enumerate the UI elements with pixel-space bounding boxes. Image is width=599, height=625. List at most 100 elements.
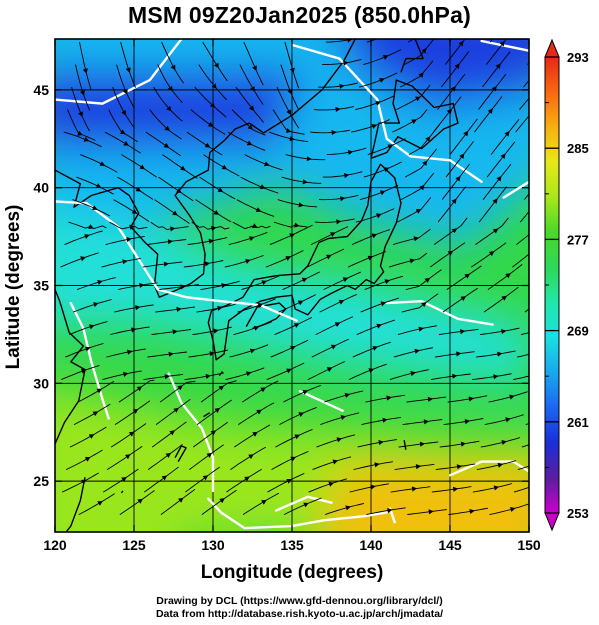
streamline-arrow xyxy=(250,86,255,92)
isotherm-line xyxy=(298,389,344,412)
streamline xyxy=(355,95,394,111)
streamline xyxy=(153,86,183,122)
streamline-arrow xyxy=(419,184,425,191)
streamline xyxy=(237,298,276,313)
streamline xyxy=(147,444,183,470)
streamline-arrow xyxy=(387,32,393,37)
streamline xyxy=(486,141,516,178)
streamline-arrow xyxy=(367,255,374,261)
streamline-arrow xyxy=(261,280,267,286)
coastline-segment xyxy=(403,439,407,450)
streamline xyxy=(475,217,509,245)
streamline-arrow xyxy=(538,65,543,71)
wind-streamlines xyxy=(60,18,543,516)
streamline-arrow xyxy=(491,85,497,92)
streamline-arrow xyxy=(82,68,88,74)
streamline-arrow xyxy=(335,106,341,112)
x-tick-label: 135 xyxy=(280,537,304,553)
streamline-arrow xyxy=(462,18,467,24)
streamline xyxy=(476,350,516,358)
streamline-arrow xyxy=(92,411,99,417)
streamline-arrow xyxy=(303,502,309,508)
streamline-arrow xyxy=(246,371,252,377)
streamline xyxy=(234,424,271,448)
streamline-arrow xyxy=(84,457,91,462)
streamline-arrow xyxy=(213,62,219,69)
streamline xyxy=(191,221,230,230)
streamline xyxy=(284,41,300,89)
streamline-arrow xyxy=(411,486,418,492)
streamline-arrow xyxy=(180,165,186,171)
streamline xyxy=(400,172,435,201)
streamline xyxy=(190,109,226,135)
streamline xyxy=(485,39,507,65)
streamline xyxy=(476,460,517,471)
coastline-segment xyxy=(207,163,402,361)
streamline-arrow xyxy=(501,295,507,301)
streamline-arrow xyxy=(286,479,292,484)
streamline-arrow xyxy=(509,394,515,400)
streamline xyxy=(520,332,529,336)
streamline xyxy=(149,109,182,140)
streamline-arrow xyxy=(210,102,216,108)
streamline xyxy=(151,329,192,336)
streamline xyxy=(113,199,150,222)
streamline-arrow xyxy=(452,486,459,492)
colorbar-min-arrow xyxy=(544,512,560,532)
streamline-arrow xyxy=(421,302,427,308)
streamline xyxy=(114,400,151,425)
streamline-arrow xyxy=(211,83,217,89)
streamline-arrow xyxy=(252,431,258,437)
streamline-arrow xyxy=(340,196,346,202)
streamline xyxy=(278,294,317,313)
streamline xyxy=(390,486,431,493)
coastline-segment xyxy=(203,412,211,418)
streamline xyxy=(200,280,240,291)
streamline-arrow xyxy=(306,156,312,162)
colorbar-tick-label: 285 xyxy=(567,141,589,156)
colorbar-tick-label: 269 xyxy=(567,324,589,339)
streamline xyxy=(360,297,400,313)
streamline-arrow xyxy=(492,228,499,234)
streamline xyxy=(69,426,107,448)
streamline-arrow xyxy=(464,273,470,279)
streamline-arrow xyxy=(176,306,182,312)
streamline xyxy=(224,254,264,268)
streamline-arrow xyxy=(169,430,175,436)
streamline xyxy=(116,64,135,109)
streamline-arrow xyxy=(338,299,345,305)
streamline-arrow xyxy=(78,111,83,117)
streamline-arrow xyxy=(301,277,308,283)
streamline-arrow xyxy=(499,41,505,47)
streamline-arrow xyxy=(382,417,388,423)
x-tick-label: 120 xyxy=(43,537,67,553)
streamline xyxy=(356,319,395,336)
streamline-arrow xyxy=(121,109,126,116)
streamline xyxy=(159,283,199,291)
streamline xyxy=(102,370,142,381)
isotherm-line xyxy=(69,301,110,420)
streamline-arrow xyxy=(246,140,253,146)
streamline-arrow xyxy=(456,351,462,357)
map-title: MSM 09Z20Jan2025 (850.0hPa) xyxy=(128,2,471,28)
streamline-arrow xyxy=(178,497,184,503)
streamline xyxy=(155,306,195,313)
streamline-arrow xyxy=(347,149,354,155)
streamline xyxy=(192,421,228,448)
streamline xyxy=(118,282,158,291)
streamline-arrow xyxy=(424,277,431,283)
streamline-arrow xyxy=(340,415,347,421)
streamline xyxy=(159,380,196,403)
streamline xyxy=(311,338,349,358)
streamline-arrow xyxy=(343,173,350,179)
streamline xyxy=(187,237,228,246)
streamline-arrow xyxy=(493,374,499,380)
streamline-arrow xyxy=(495,63,501,69)
streamline xyxy=(283,497,322,516)
streamline-arrow xyxy=(463,130,469,137)
streamline xyxy=(151,421,187,448)
streamline xyxy=(158,176,194,202)
streamline-arrow xyxy=(93,302,99,308)
streamline xyxy=(114,304,154,313)
streamline xyxy=(439,440,480,448)
